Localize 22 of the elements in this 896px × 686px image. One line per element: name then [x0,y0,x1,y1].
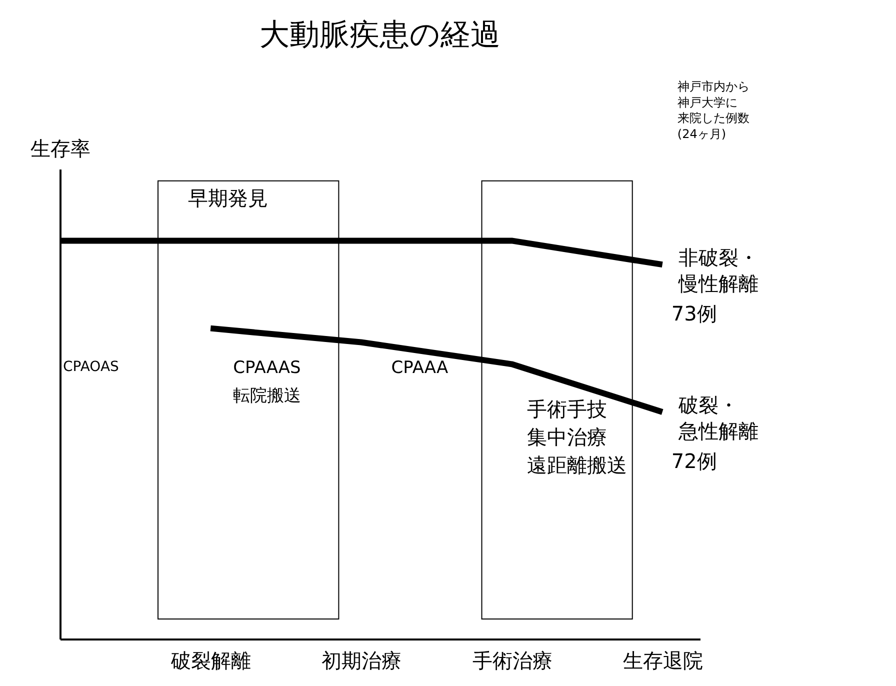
annotation: 手術手技 [526,397,607,422]
series-label: 破裂・急性解離 [677,392,758,443]
annotation: CPAAAS [233,358,301,378]
x-tick-label: 破裂解離 [170,648,252,672]
annotation: 73例 [671,301,717,326]
text: 神戸大学に [677,95,738,110]
annotation: 集中治療 [526,424,607,449]
chart-title: 大動脈疾患の経過 [260,17,500,52]
annotation: 転院搬送 [233,386,302,406]
series-label: 非破裂・慢性解離 [677,246,758,296]
y-axis-title: 生存率 [30,136,90,160]
annotation: 遠距離搬送 [526,452,627,477]
annotation: 72例 [671,448,717,473]
text: 神戸市内から [677,79,750,94]
text: 早期発見 [188,186,268,210]
x-tick-label: 手術治療 [472,648,552,672]
annotation: CPAOAS [63,359,120,376]
x-tick-label: 初期治療 [322,648,402,672]
annotation: CPAAA [391,358,449,378]
x-tick-label: 生存退院 [622,648,703,672]
text: (24ヶ月) [677,127,726,142]
text: 来院した例数 [677,111,750,126]
